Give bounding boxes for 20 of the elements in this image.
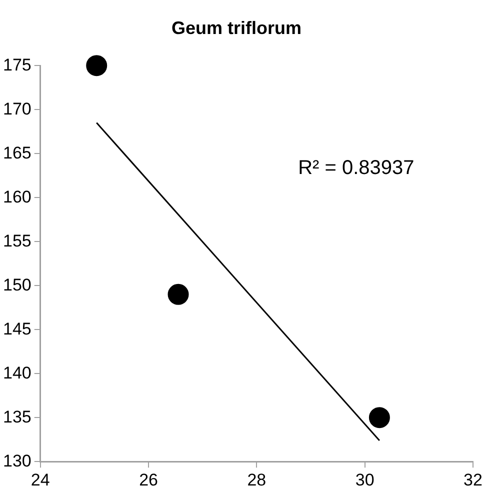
x-tick-label: 28 [247, 470, 266, 490]
x-tick-label: 30 [355, 470, 374, 490]
y-tick-label: 135 [2, 407, 32, 426]
point [168, 284, 189, 305]
y-tick-label: 130 [2, 451, 32, 470]
y-tick-label: 160 [2, 187, 32, 206]
y-tick-label: 170 [2, 99, 32, 118]
x-tick-label: 32 [464, 470, 482, 490]
x-tick-label: 26 [139, 470, 158, 490]
y-tick-label: 155 [2, 231, 32, 250]
y-tick-label: 175 [2, 55, 32, 74]
annotation: R² = 0.83937 [298, 157, 414, 180]
point [86, 55, 108, 76]
y-tick-label: 165 [2, 143, 32, 162]
y-tick-label: 145 [2, 319, 32, 338]
point [368, 407, 390, 428]
x-tick-label: 24 [30, 470, 50, 490]
y-tick-label: 140 [2, 363, 32, 382]
y-tick-label: 150 [2, 275, 32, 294]
chart-title: Geum triflorum [171, 18, 302, 38]
